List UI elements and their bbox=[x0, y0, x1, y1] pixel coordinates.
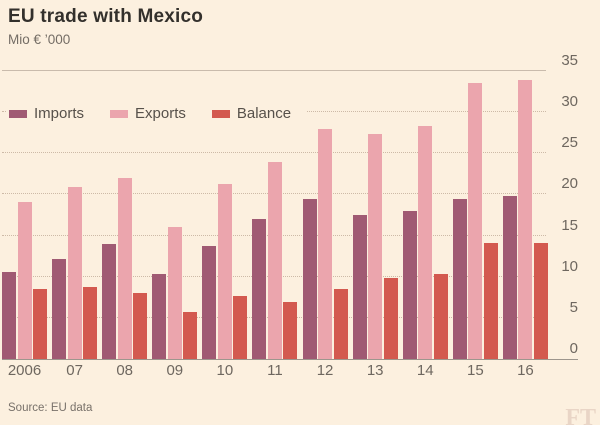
bar-imports-14 bbox=[402, 210, 417, 359]
bar-imports-13 bbox=[352, 215, 367, 359]
x-axis-line bbox=[2, 359, 578, 360]
gridline-25 bbox=[2, 152, 546, 154]
legend-swatch-balance bbox=[211, 109, 230, 118]
bar-exports-09 bbox=[167, 227, 182, 359]
y-tick-label-20: 20 bbox=[561, 175, 578, 193]
bar-balance-13 bbox=[383, 278, 398, 359]
bar-exports-08 bbox=[117, 177, 132, 359]
bar-balance-09 bbox=[183, 312, 198, 359]
x-tick-label-13: 13 bbox=[366, 362, 384, 379]
legend-item-exports: Exports bbox=[110, 105, 186, 122]
bar-group-08 bbox=[102, 71, 148, 359]
bar-exports-12 bbox=[318, 129, 333, 359]
bar-imports-07 bbox=[52, 258, 67, 359]
legend-label-imports: Imports bbox=[34, 105, 85, 122]
legend-label-balance: Balance bbox=[236, 105, 292, 122]
bar-group-09 bbox=[152, 71, 198, 359]
x-tick-label-14: 14 bbox=[416, 362, 434, 379]
bar-imports-12 bbox=[302, 199, 317, 359]
bar-exports-07 bbox=[67, 187, 82, 359]
x-tick-label-2006: 2006 bbox=[7, 362, 42, 379]
legend-swatch-exports bbox=[110, 109, 129, 118]
bar-balance-14 bbox=[433, 274, 448, 359]
bar-exports-16 bbox=[518, 80, 533, 359]
bar-imports-10 bbox=[202, 246, 217, 359]
bar-group-14 bbox=[402, 71, 448, 359]
x-tick-label-08: 08 bbox=[116, 362, 134, 379]
bar-imports-09 bbox=[152, 274, 167, 359]
gridline-35 bbox=[2, 70, 546, 71]
bar-exports-11 bbox=[267, 162, 282, 359]
bar-group-13 bbox=[352, 71, 398, 359]
y-tick-label-5: 5 bbox=[569, 298, 578, 316]
bar-balance-07 bbox=[83, 287, 98, 359]
bar-imports-08 bbox=[102, 243, 117, 359]
bar-balance-12 bbox=[333, 289, 348, 359]
legend-item-balance: Balance bbox=[211, 105, 292, 122]
x-tick-label-16: 16 bbox=[517, 362, 534, 379]
x-tick-label-12: 12 bbox=[316, 362, 334, 379]
bar-group-2006 bbox=[2, 71, 47, 359]
x-tick-label-10: 10 bbox=[216, 362, 234, 379]
y-tick-label-10: 10 bbox=[561, 257, 578, 275]
x-tick-label-15: 15 bbox=[467, 362, 484, 379]
bar-imports-2006 bbox=[2, 271, 16, 359]
y-tick-label-25: 25 bbox=[561, 134, 578, 152]
bar-group-12 bbox=[302, 71, 348, 359]
bar-group-07 bbox=[52, 71, 98, 359]
y-tick-label-30: 30 bbox=[561, 93, 578, 111]
bar-balance-08 bbox=[133, 293, 148, 359]
chart-subtitle: Mio € ’000 bbox=[8, 32, 71, 47]
y-tick-label-35: 35 bbox=[561, 52, 578, 69]
bar-balance-11 bbox=[283, 302, 298, 359]
x-tick-label-07: 07 bbox=[66, 362, 83, 379]
bar-imports-16 bbox=[502, 196, 517, 359]
bar-imports-11 bbox=[252, 219, 267, 359]
chart-title: EU trade with Mexico bbox=[8, 6, 204, 27]
bar-balance-15 bbox=[483, 242, 498, 359]
y-tick-label-0: 0 bbox=[569, 340, 578, 357]
bar-group-15 bbox=[452, 71, 498, 359]
legend-item-imports: Imports bbox=[9, 105, 84, 122]
bar-exports-10 bbox=[217, 183, 232, 359]
x-axis-labels: 2006 07 08 09 10 11 12 13 14 15 16 bbox=[2, 362, 548, 379]
plot-area: Imports Exports Balance bbox=[2, 70, 578, 360]
legend-swatch-imports bbox=[9, 109, 27, 118]
bar-group-11 bbox=[252, 71, 298, 359]
legend-label-exports: Exports bbox=[135, 105, 186, 122]
bar-imports-15 bbox=[452, 198, 467, 359]
bar-group-16 bbox=[502, 71, 548, 359]
y-axis-labels: 0 5 10 15 20 25 30 35 bbox=[546, 53, 578, 359]
bar-group-10 bbox=[202, 71, 248, 359]
bar-exports-13 bbox=[368, 134, 383, 359]
bar-balance-2006 bbox=[33, 289, 47, 359]
bar-balance-16 bbox=[533, 242, 548, 359]
x-tick-label-09: 09 bbox=[166, 362, 184, 379]
source-label: Source: EU data bbox=[8, 402, 93, 414]
y-tick-label-15: 15 bbox=[561, 216, 578, 234]
legend: Imports Exports Balance bbox=[6, 99, 308, 128]
bar-exports-14 bbox=[418, 126, 433, 359]
ft-logo: FT bbox=[565, 405, 596, 425]
bar-exports-15 bbox=[468, 82, 483, 359]
x-tick-label-11: 11 bbox=[267, 362, 283, 379]
bar-balance-10 bbox=[233, 296, 248, 359]
bar-exports-2006 bbox=[17, 201, 32, 359]
